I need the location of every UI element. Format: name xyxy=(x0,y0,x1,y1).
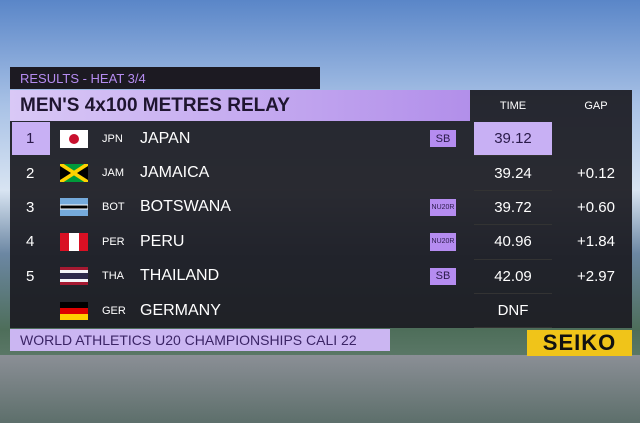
country-code: JAM xyxy=(102,167,124,180)
rank-cell: 1 xyxy=(12,122,50,156)
flag xyxy=(60,294,88,327)
time-cell: 39.24 xyxy=(474,156,552,191)
column-header-bar xyxy=(470,90,632,121)
country-name: GERMANY xyxy=(140,301,221,319)
country-name: BOTSWANA xyxy=(140,198,231,216)
country-code: GER xyxy=(102,304,126,317)
country-code: PER xyxy=(102,235,125,248)
time-cell: 42.09 xyxy=(474,260,552,294)
sponsor-logo: SEIKO xyxy=(527,330,632,356)
rank-cell xyxy=(12,294,50,327)
subtitle-bar xyxy=(10,67,320,89)
subtitle: RESULTS - HEAT 3/4 xyxy=(20,70,146,86)
gap-cell: +1.84 xyxy=(577,233,615,251)
rank-cell: 5 xyxy=(26,267,35,285)
record-badge: SB xyxy=(430,130,456,148)
country-name: JAPAN xyxy=(140,129,191,147)
column-header: GAP xyxy=(584,99,608,112)
record-badge: NU20R xyxy=(430,198,456,217)
gap-cell: +0.60 xyxy=(577,198,615,216)
gap-cell: +2.97 xyxy=(577,267,615,285)
title-bar xyxy=(10,90,470,121)
record-badge: NU20R xyxy=(430,233,456,251)
gap-cell: +0.12 xyxy=(577,164,615,182)
stadium-ground xyxy=(0,355,640,423)
country-code: JPN xyxy=(102,132,123,145)
flag xyxy=(60,156,88,189)
rank-cell: 4 xyxy=(26,233,35,251)
time-cell: 39.72 xyxy=(474,191,552,226)
flag xyxy=(60,225,88,258)
record-badge: SB xyxy=(430,267,456,285)
country-name: PERU xyxy=(140,232,185,250)
footer-bar xyxy=(10,329,390,351)
time-cell: 40.96 xyxy=(474,225,552,260)
rank-cell: 3 xyxy=(26,198,35,216)
column-header: TIME xyxy=(499,99,527,112)
flag xyxy=(60,122,88,155)
rank-cell: 2 xyxy=(26,164,35,182)
title: MEN'S 4x100 METRES RELAY xyxy=(20,94,290,116)
country-code: BOT xyxy=(102,201,125,214)
flag xyxy=(60,191,88,224)
flag xyxy=(60,260,88,293)
footer-event: WORLD ATHLETICS U20 CHAMPIONSHIPS CALI 2… xyxy=(20,332,357,348)
country-name: THAILAND xyxy=(140,267,220,285)
time-cell: DNF xyxy=(474,294,552,329)
time-cell: 39.12 xyxy=(474,122,552,157)
country-name: JAMAICA xyxy=(140,164,210,182)
country-code: THA xyxy=(102,270,124,283)
